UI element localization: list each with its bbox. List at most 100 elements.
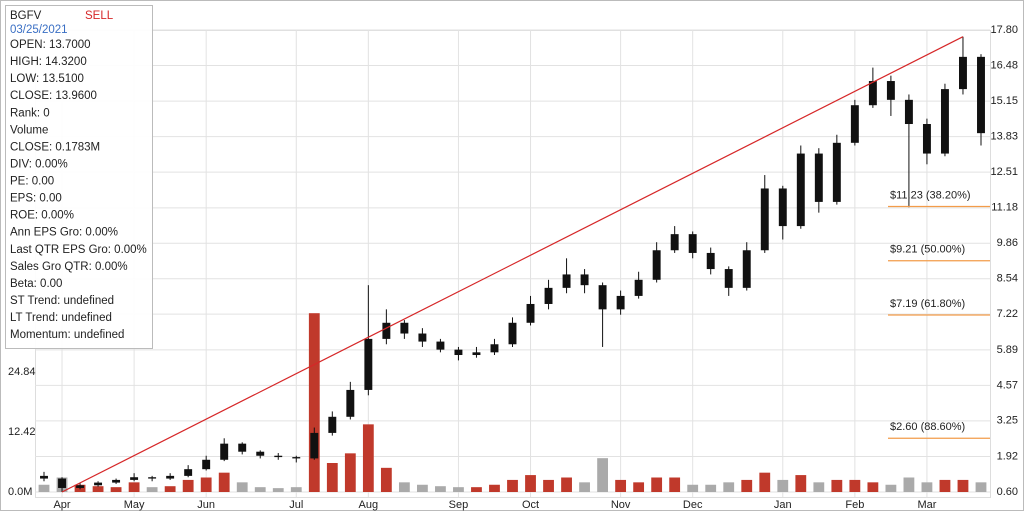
candle-body — [634, 279, 643, 296]
candle-body — [364, 338, 373, 390]
x-tick-label: Oct — [522, 499, 539, 511]
y-tick-label: 3.25 — [997, 415, 1018, 427]
candle-body — [94, 482, 103, 486]
volume-bar — [164, 486, 176, 492]
x-tick-label: Aug — [359, 499, 379, 511]
y-tick-label: 17.80 — [990, 24, 1018, 36]
candle-body — [382, 322, 391, 339]
overlays: $11.23 (38.20%) $9.21 (50.00%) $7.19 (61.8… — [61, 36, 990, 493]
candle-body — [580, 274, 589, 286]
volume-bar — [669, 477, 681, 492]
candle-body — [760, 188, 769, 251]
candle-body — [238, 443, 247, 452]
volume-bar — [236, 482, 248, 492]
volume-bar — [92, 486, 104, 492]
candle-body — [814, 153, 823, 202]
y-tick-label: 16.48 — [990, 59, 1018, 71]
candle-body — [562, 274, 571, 288]
candle-body — [112, 479, 121, 483]
candle-body — [922, 124, 931, 154]
candle-body — [256, 451, 265, 456]
candle-body — [904, 99, 913, 125]
panel-line: Beta: 0.00 — [10, 278, 62, 290]
x-tick-label: May — [124, 499, 145, 511]
volume-bar — [362, 424, 374, 492]
panel-line: DIV: 0.00% — [10, 158, 68, 170]
volume-bar — [326, 463, 338, 492]
panel-line: Rank: 0 — [10, 107, 50, 119]
candle-body — [886, 81, 895, 100]
fib-label: $7.19 (61.80%) — [890, 298, 965, 310]
volume-bar — [597, 458, 608, 492]
signal: SELL — [85, 10, 114, 22]
candle-body — [977, 56, 985, 134]
candle-body — [868, 81, 877, 106]
volume-bar — [579, 482, 590, 492]
panel-box — [5, 5, 153, 349]
panel-line: CLOSE: 0.1783M — [10, 141, 100, 153]
y-tick-label: 9.86 — [997, 237, 1018, 249]
candle-body — [310, 432, 319, 459]
candle-body — [796, 153, 805, 227]
candle-body — [706, 252, 715, 270]
volume-bar — [200, 477, 212, 492]
volume-bar — [435, 486, 446, 492]
y-tick-label: 13.83 — [990, 131, 1018, 143]
grid — [35, 29, 990, 497]
candle-body — [472, 352, 481, 356]
candle-body — [220, 443, 229, 460]
y-tick-label: 15.15 — [990, 95, 1018, 107]
candle-body — [292, 457, 301, 459]
volume-bar — [615, 479, 627, 492]
volume-bar — [561, 477, 572, 492]
fib-label: $11.23 (38.20%) — [890, 189, 971, 201]
panel-line: Last QTR EPS Gro: 0.00% — [10, 244, 147, 256]
panel-line: Momentum: undefined — [10, 329, 124, 341]
candle-body — [130, 477, 139, 480]
volume-bar — [939, 479, 951, 492]
candle-body — [544, 287, 553, 304]
x-tick-label: Jun — [197, 499, 215, 511]
volume-bar — [867, 482, 879, 492]
y-tick-label: 5.89 — [997, 344, 1018, 356]
candle-body — [940, 89, 949, 154]
panel-line: ST Trend: undefined — [10, 295, 114, 307]
candle-body — [166, 475, 175, 479]
candle-body — [508, 322, 517, 345]
volume-bar — [38, 484, 50, 492]
volume-bar — [705, 484, 717, 492]
y-tick-label: 7.22 — [997, 308, 1018, 320]
volume-bar — [849, 479, 861, 492]
y2-tick-label: 12.42 — [8, 426, 36, 438]
volume-bar — [398, 482, 410, 492]
candle-body — [598, 285, 607, 310]
volume-bar — [633, 482, 645, 492]
candle-body — [724, 269, 733, 288]
volume-bar — [795, 475, 807, 492]
volume-bar — [110, 487, 122, 492]
candles — [40, 36, 985, 492]
panel-line: Ann EPS Gro: 0.00% — [10, 227, 118, 239]
candle-body — [202, 459, 211, 470]
candle-body — [959, 56, 967, 90]
y-tick-label: 0.60 — [997, 486, 1018, 498]
y-tick-label: 8.54 — [997, 273, 1018, 285]
candle-body — [328, 416, 337, 433]
volume-bar — [218, 472, 230, 492]
x-tick-label: Mar — [917, 499, 936, 511]
x-tick-label: Nov — [611, 499, 631, 511]
y-tick-label: 12.51 — [990, 166, 1018, 178]
candle-body — [400, 322, 409, 334]
x-tick-label: Jan — [774, 499, 792, 511]
volume-bar — [543, 479, 554, 492]
info-panel: BGFV SELL 03/25/2021 OPEN: 13.7000 HIGH: … — [5, 5, 153, 349]
panel-line: HIGH: 14.3200 — [10, 56, 87, 68]
panel-line: LT Trend: undefined — [10, 312, 112, 324]
candle-body — [76, 485, 85, 488]
candle-body — [436, 341, 445, 350]
volume-bar — [903, 477, 915, 492]
x-tick-label: Feb — [845, 499, 864, 511]
candle-body — [526, 303, 535, 323]
panel-line: PE: 0.00 — [10, 176, 54, 188]
volume-bar — [417, 484, 428, 492]
